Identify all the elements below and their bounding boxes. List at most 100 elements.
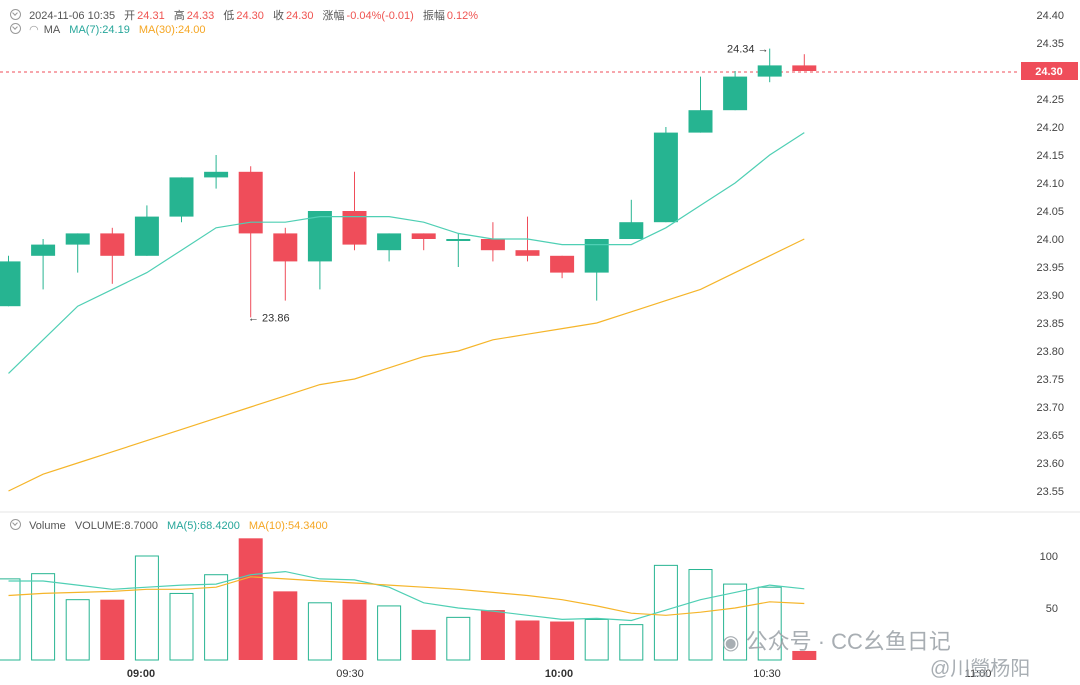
change-label: 涨幅 [322, 10, 345, 22]
price-tick-label: 23.55 [1036, 486, 1064, 498]
volume-bar [273, 591, 298, 660]
volume-bar [204, 574, 229, 661]
volume-bar [584, 618, 609, 661]
change-value: -0.04%(-0.01) [346, 10, 414, 22]
price-tick-label: 24.15 [1036, 150, 1064, 162]
candle-body [204, 171, 229, 178]
candle-body [307, 211, 332, 262]
collapse-icon[interactable] [10, 23, 21, 34]
candle-body [480, 239, 505, 251]
volume-tick-label: 100 [1040, 551, 1058, 563]
volume-bar [688, 569, 713, 661]
candle-body [792, 65, 817, 71]
volume-bar [31, 573, 56, 661]
price-tick-label: 23.60 [1036, 458, 1064, 470]
datetime: 2024-11-06 10:35 [29, 10, 116, 22]
current-price-tag [1021, 62, 1078, 80]
candle-body [273, 233, 298, 262]
volume-header: Volume VOLUME:8.7000 MA(5):68.4200 MA(10… [10, 519, 334, 532]
close-label: 收 [272, 10, 284, 22]
candle-body [515, 250, 540, 256]
volume-bar [377, 605, 402, 661]
candle-body [100, 233, 125, 256]
volume-tick-label: 50 [1046, 603, 1058, 615]
volume-bar [0, 578, 21, 661]
volume-bar [342, 599, 367, 660]
candle-body [619, 222, 644, 239]
volume-value: VOLUME:8.7000 [74, 520, 158, 532]
ma7-line [8, 132, 805, 374]
watermark-primary: ◉ 公众号 · CC幺鱼日记 [722, 624, 951, 656]
volume-bar [411, 629, 436, 660]
candle-body [653, 132, 678, 223]
price-tick-label: 24.05 [1036, 206, 1064, 218]
price-tick-label: 23.65 [1036, 430, 1064, 442]
eye-icon[interactable]: ◠ [29, 24, 39, 36]
high-label: 高 [173, 10, 185, 22]
volume-bar [100, 599, 125, 660]
ma-header: ◠ MA MA(7):24.19 MA(30):24.00 [10, 23, 212, 36]
volume-bar [723, 583, 748, 661]
candle-body [134, 216, 159, 256]
price-tick-label: 24.20 [1036, 122, 1064, 134]
time-tick-label: 11:00 [965, 668, 992, 680]
volume-bar [653, 564, 678, 661]
ma30-line [8, 238, 805, 492]
open-value: 24.31 [137, 10, 165, 22]
vol-ma5-value: MA(5):68.4200 [167, 520, 240, 532]
collapse-icon[interactable] [10, 519, 21, 530]
vol-ma10-value: MA(10):54.3400 [248, 520, 328, 532]
ma-label: MA [43, 24, 61, 36]
price-tick-label: 24.35 [1036, 38, 1064, 50]
ma30-value: MA(30):24.00 [138, 24, 206, 36]
price-tick-label: 23.85 [1036, 318, 1064, 330]
price-tick-label: 24.40 [1036, 10, 1064, 22]
price-tick-label: 24.00 [1036, 234, 1064, 246]
volume-label: Volume [29, 520, 66, 532]
open-label: 开 [124, 10, 136, 22]
time-tick-label: 09:30 [336, 668, 364, 680]
volume-bar [307, 602, 332, 661]
collapse-icon[interactable] [10, 9, 21, 20]
price-annotation: ← 23.86 [248, 312, 290, 324]
volume-bar [169, 592, 194, 661]
volume-bar [480, 610, 505, 660]
price-tick-label: 23.80 [1036, 346, 1064, 358]
amplitude-label: 振幅 [422, 10, 445, 22]
price-tick-label: 23.75 [1036, 374, 1064, 386]
wechat-icon: ◉ [722, 632, 740, 654]
volume-bar [619, 624, 644, 661]
volume-bar [446, 616, 471, 661]
high-value: 24.33 [186, 10, 215, 22]
candle-body [757, 65, 782, 77]
price-tick-label: 24.10 [1036, 178, 1064, 190]
volume-bar [757, 586, 782, 661]
candle-body [0, 261, 21, 307]
watermark-secondary: @川營杨阳 [930, 658, 1031, 680]
candle-body [688, 110, 713, 133]
low-label: 低 [223, 10, 235, 22]
volume-bar [550, 621, 575, 660]
candle-body [723, 76, 748, 111]
candle-body [411, 233, 436, 239]
candle-body [31, 244, 56, 256]
current-price-label: 24.30 [1035, 66, 1063, 78]
watermark-text: 公众号 · CC幺鱼日记 [745, 629, 951, 654]
volume-bar [134, 555, 159, 661]
close-value: 24.30 [285, 10, 314, 22]
candle-body [65, 233, 90, 245]
candle-body [169, 177, 194, 217]
candle-body [446, 239, 471, 241]
price-tick-label: 23.90 [1036, 290, 1064, 302]
time-tick-label: 10:00 [545, 668, 573, 680]
amplitude-value: 0.12% [446, 10, 479, 22]
ma7-value: MA(7):24.19 [69, 24, 130, 36]
candle-body [377, 233, 402, 251]
volume-bar [515, 620, 540, 660]
time-tick-label: 09:00 [127, 668, 155, 680]
low-value: 24.30 [236, 10, 264, 22]
candle-body [550, 255, 575, 273]
volume-bar [65, 599, 90, 661]
